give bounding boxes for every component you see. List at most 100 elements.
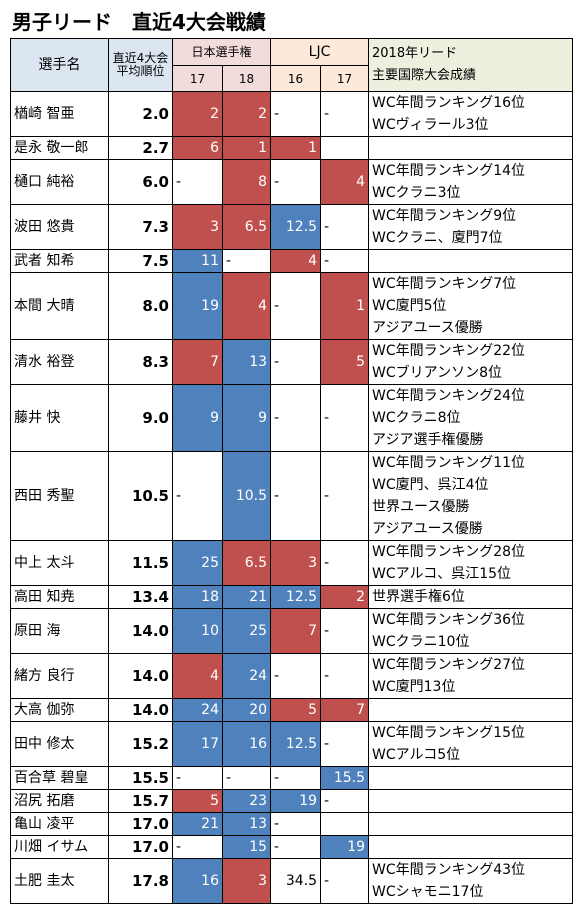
- row: 是永 敬一郎 2.7 6 1 1: [10, 136, 574, 160]
- result-cell: 1: [221, 136, 272, 160]
- header-year: 16: [270, 65, 322, 92]
- header-year: 18: [221, 65, 272, 92]
- result-cell: 7: [270, 608, 322, 654]
- result-cell: 4: [172, 653, 223, 699]
- result-cell: -: [320, 653, 370, 699]
- results-table: 選手名 直近4大会 平均順位 日本選手権 LJC 2018年リード主要国際大会成績…: [10, 38, 574, 904]
- player-name: 緒方 良行: [10, 653, 109, 699]
- result-cell: 2: [172, 91, 223, 137]
- result-cell: 1: [270, 136, 322, 160]
- achievements: WC年間ランキング27位 WC廈門13位: [368, 653, 574, 699]
- result-cell: -: [320, 789, 370, 813]
- result-cell: 12.5: [270, 204, 322, 250]
- average-rank: 6.0: [108, 159, 173, 205]
- average-rank: 9.0: [108, 384, 173, 452]
- row: 土肥 圭太 17.8 16 3 34.5- WC年間ランキング43位 WCシャモニ17位: [10, 858, 574, 904]
- average-rank: 2.0: [108, 91, 173, 137]
- average-rank: 10.5: [108, 451, 173, 541]
- average-rank: 14.0: [108, 608, 173, 654]
- result-cell: 17: [172, 721, 223, 767]
- result-cell: 21: [172, 812, 223, 836]
- result-cell: 13: [221, 339, 272, 385]
- result-cell: -: [320, 249, 370, 273]
- result-cell: 20: [221, 698, 272, 722]
- row: 清水 裕登 8.3 7 13-5 WC年間ランキング22位 WCブリアンソン8位: [10, 339, 574, 385]
- achievement: WC年間ランキング11位: [372, 455, 526, 471]
- result-cell: -: [270, 812, 322, 836]
- result-cell: 1: [320, 272, 370, 340]
- result-cell: -: [320, 858, 370, 904]
- result-cell: -: [270, 272, 322, 340]
- achievement: WCヴィラール3位: [372, 117, 489, 133]
- achievement: WC年間ランキング15位: [372, 725, 526, 741]
- result-cell: 25: [172, 540, 223, 586]
- result-cell: 11: [172, 249, 223, 273]
- average-rank: 8.0: [108, 272, 173, 340]
- player-name: 武者 知希: [10, 249, 109, 273]
- header-group: 日本選手権: [171, 38, 272, 66]
- result-cell: 12.5: [270, 585, 322, 609]
- header-group: LJC: [270, 38, 370, 66]
- result-cell: 4: [270, 249, 322, 273]
- header-notes-line: 2018年リード: [372, 46, 458, 61]
- player-name: 本間 大晴: [10, 272, 109, 340]
- row: 樋口 純裕 6.0-8-4 WC年間ランキング14位 WCクラニ3位: [10, 159, 574, 205]
- average-rank: 15.5: [108, 766, 173, 790]
- result-cell: 10.5: [221, 451, 272, 541]
- achievements: WC年間ランキング7位 WC廈門5位 アジアユース優勝: [368, 272, 574, 340]
- achievement: WCアルコ、呉江15位: [372, 566, 512, 582]
- result-cell: -: [221, 249, 272, 273]
- achievement: WCクラニ8位: [372, 410, 461, 426]
- achievements: 世界選手権6位: [368, 585, 574, 609]
- header-avg-line: 平均順位: [116, 64, 165, 78]
- achievements: WC年間ランキング14位 WCクラニ3位: [368, 159, 574, 205]
- achievement: WC年間ランキング22位: [372, 343, 526, 359]
- achievement: WCクラニ3位: [372, 185, 461, 201]
- achievement: WC年間ランキング27位: [372, 657, 526, 673]
- achievement: WC年間ランキング43位: [372, 862, 526, 878]
- result-cell: 4: [320, 159, 370, 205]
- result-cell: 23: [221, 789, 272, 813]
- average-rank: 14.0: [108, 698, 173, 722]
- achievements: WC年間ランキング16位 WCヴィラール3位: [368, 91, 574, 137]
- result-cell: -: [221, 766, 272, 790]
- row: 楢崎 智亜 2.0 2 2- - WC年間ランキング16位 WCヴィラール3位: [10, 91, 574, 137]
- average-rank: 15.7: [108, 789, 173, 813]
- result-cell: -: [320, 204, 370, 250]
- row: 原田 海 14.0 10 25 7- WC年間ランキング36位 WCクラニ10位: [10, 608, 574, 654]
- achievements: WC年間ランキング24位 WCクラニ8位 アジア選手権優勝: [368, 384, 574, 452]
- result-cell: 3: [221, 858, 272, 904]
- achievements: WC年間ランキング43位 WCシャモニ17位: [368, 858, 574, 904]
- result-cell: 15.5: [320, 766, 370, 790]
- average-rank: 17.8: [108, 858, 173, 904]
- row: 緒方 良行 14.0 4 24- - WC年間ランキング27位 WC廈門13位: [10, 653, 574, 699]
- result-cell: 10: [172, 608, 223, 654]
- result-cell: 24: [221, 653, 272, 699]
- player-name: 沼尻 拓磨: [10, 789, 109, 813]
- player-name: 中上 太斗: [10, 540, 109, 586]
- achievement: 世界選手権6位: [372, 589, 465, 605]
- result-cell: 4: [221, 272, 272, 340]
- result-cell: 8: [221, 159, 272, 205]
- header-name: 選手名: [10, 38, 109, 92]
- result-cell: -: [270, 451, 322, 541]
- result-cell: 5: [172, 789, 223, 813]
- average-rank: 17.0: [108, 835, 173, 859]
- average-rank: 11.5: [108, 540, 173, 586]
- average-rank: 7.5: [108, 249, 173, 273]
- achievements: [368, 766, 574, 790]
- header-year: 17: [172, 65, 223, 92]
- result-cell: 16: [221, 721, 272, 767]
- header-avg: 直近4大会 平均順位: [108, 38, 173, 92]
- result-cell: -: [172, 451, 223, 541]
- row: 田中 修太 15.2 17 16 12.5- WC年間ランキング15位 WCアルコ5位: [10, 721, 574, 767]
- row: 西田 秀聖 10.5-10.5- - WC年間ランキング11位 WC廈門、呉江4位 世界ユ…: [10, 451, 574, 541]
- achievement: WC廈門13位: [372, 679, 456, 695]
- result-cell: 2: [320, 585, 370, 609]
- achievement: アジアユース優勝: [372, 320, 483, 336]
- player-name: 亀山 凌平: [10, 812, 109, 836]
- result-cell: 7: [172, 339, 223, 385]
- header-notes-line: 主要国際大会成績: [372, 68, 477, 83]
- result-cell: 34.5: [270, 858, 322, 904]
- result-cell: -: [320, 91, 370, 137]
